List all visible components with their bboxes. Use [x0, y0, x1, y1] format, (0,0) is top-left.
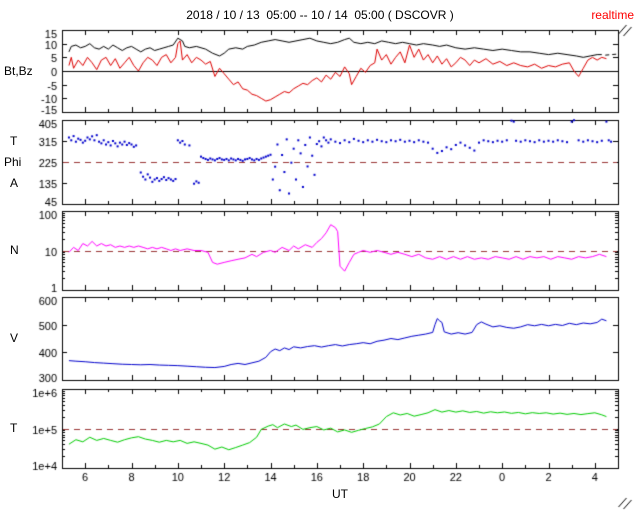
panel2-ylabel-t: T	[10, 134, 18, 148]
panel5-ylabel-t: T	[10, 421, 18, 435]
x-axis-label: UT	[332, 487, 348, 501]
panel3-ylabel-n: N	[10, 243, 19, 257]
panel2-ylabel-phi: Phi	[4, 155, 22, 169]
panel2-ylabel-a: A	[10, 176, 19, 190]
plot-title: 2018 / 10 / 13 05:00 -- 10 / 14 05:00 ( …	[186, 8, 454, 22]
panel1-ylabel-btbz: Bt,Bz	[4, 64, 33, 78]
panel4-ylabel-v: V	[10, 331, 19, 345]
realtime-badge: realtime	[591, 8, 634, 22]
